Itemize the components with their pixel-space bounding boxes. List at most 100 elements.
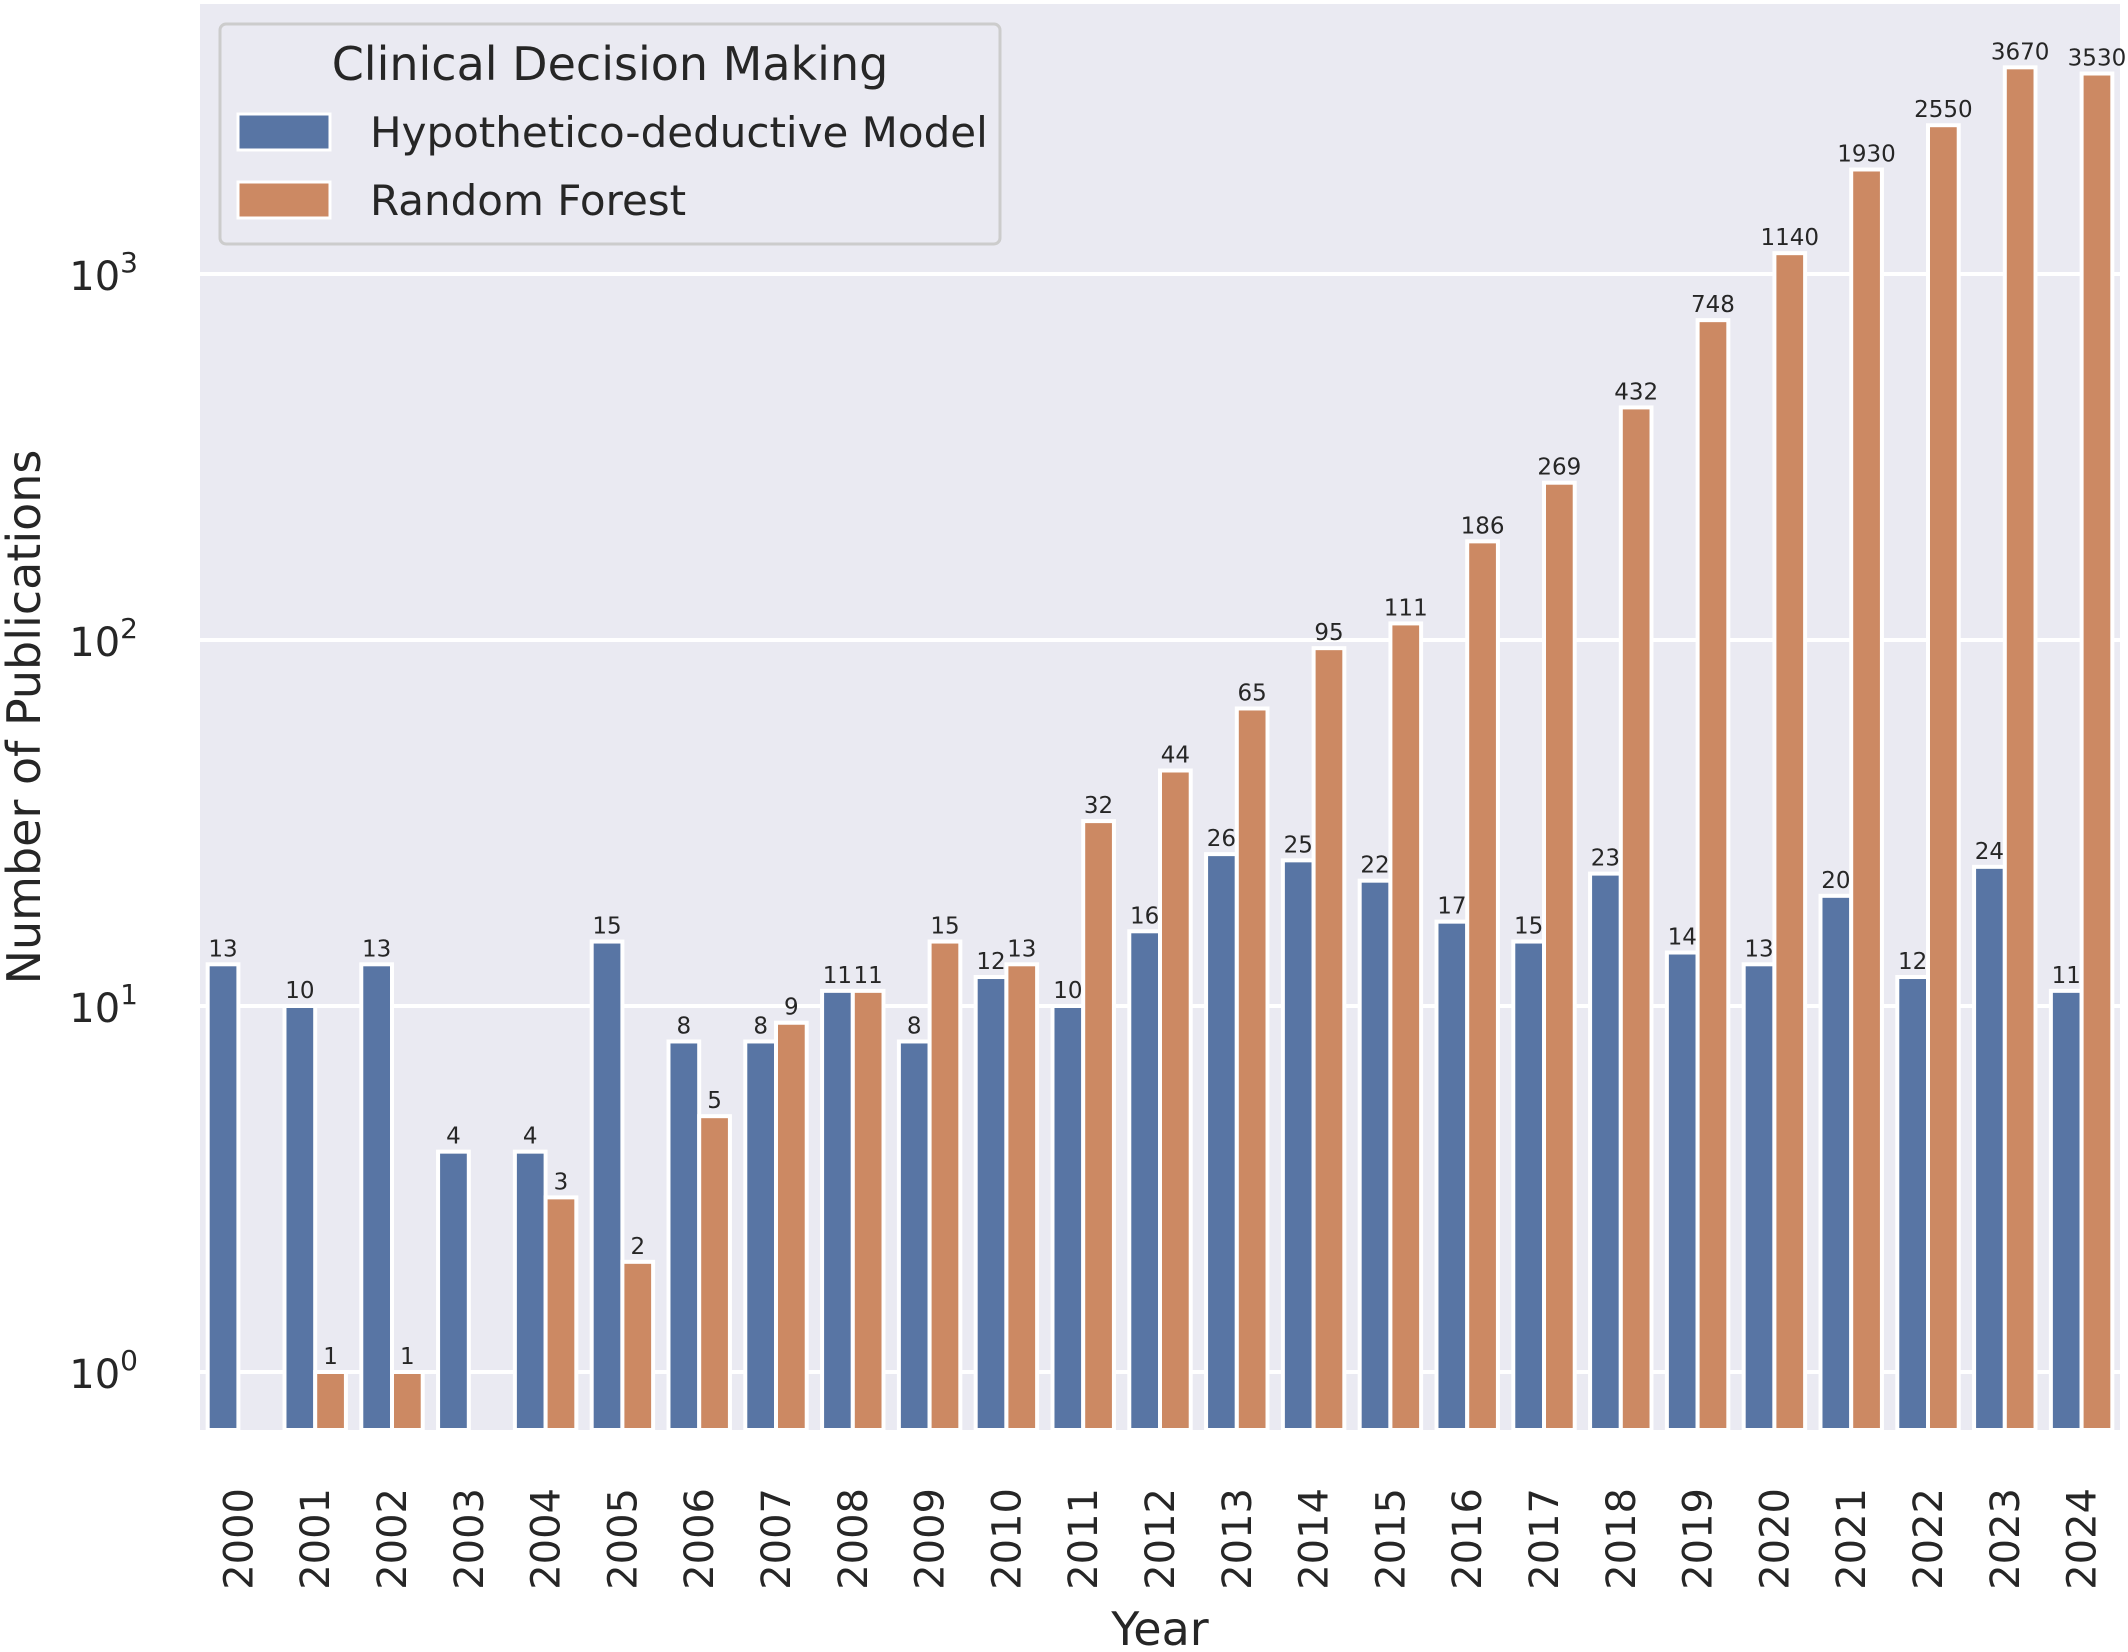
bar-hypothetico-deductive-2004 [512,1149,548,1432]
bar-random-forest-2012 [1158,768,1193,1432]
legend-swatch-random-forest [236,180,332,220]
bar-label-random-forest-2016: 186 [1461,513,1505,539]
bar-random-forest-2007 [774,1020,809,1432]
bar-label-random-forest-2015: 111 [1384,595,1428,621]
x-tick-label-2019: 2019 [1676,1488,1722,1590]
bar-random-forest-2011 [1081,819,1116,1432]
bar-random-forest-2017 [1542,480,1577,1432]
y-tick-label: 103 [69,246,138,300]
bar-label-random-forest-2013: 65 [1238,680,1267,706]
bar-label-hypothetico-deductive-2022: 12 [1898,949,1927,975]
y-tick-label: 101 [69,978,138,1032]
bar-label-random-forest-2020: 1140 [1760,225,1819,251]
legend-box [218,22,1002,246]
bar-label-hypothetico-deductive-2008: 11 [823,963,852,989]
bar-label-hypothetico-deductive-2004: 4 [523,1124,538,1150]
legend-label-random-forest: Random Forest [370,176,686,225]
legend: Clinical Decision Making Hypothetico-ded… [218,22,1002,246]
bar-random-forest-2013 [1234,706,1270,1432]
bar-random-forest-2020 [1772,251,1808,1432]
bar-hypothetico-deductive-2015 [1357,878,1393,1432]
bar-hypothetico-deductive-2003 [436,1149,471,1432]
x-tick-label-2009: 2009 [908,1488,954,1590]
legend-swatch-hypothetico-deductive [236,112,332,152]
bar-label-hypothetico-deductive-2006: 8 [677,1013,692,1039]
bar-label-hypothetico-deductive-2007: 8 [753,1013,768,1039]
bar-label-random-forest-2018: 432 [1614,379,1658,405]
x-tick-label-2005: 2005 [600,1488,646,1590]
x-tick-label-2000: 2000 [216,1488,262,1590]
bar-random-forest-2008 [850,988,886,1432]
bar-hypothetico-deductive-2008 [820,988,855,1432]
bar-label-random-forest-2010: 13 [1007,936,1036,962]
bar-label-random-forest-2014: 95 [1314,620,1343,646]
x-tick-label-2008: 2008 [831,1488,877,1590]
bar-hypothetico-deductive-2009 [896,1039,932,1433]
bar-hypothetico-deductive-2017 [1511,939,1547,1432]
x-tick-label-2010: 2010 [984,1488,1030,1590]
bar-hypothetico-deductive-2000 [205,962,241,1433]
bar-hypothetico-deductive-2007 [743,1039,779,1433]
bar-random-forest-2005 [620,1259,656,1432]
bar-label-hypothetico-deductive-2015: 22 [1360,853,1389,879]
x-tick-labels: 2000 2001 2002 2003 2004 2005 2006 2007 2008 2009… [216,1488,2105,1590]
bar-label-random-forest-2002: 1 [400,1344,415,1370]
bar-label-random-forest-2004: 3 [554,1169,569,1195]
legend-label-hypothetico-deductive: Hypothetico-deductive Model [370,108,988,157]
bar-hypothetico-deductive-2012 [1127,929,1163,1433]
bar-hypothetico-deductive-2024 [2048,988,2084,1432]
bar-label-random-forest-2023: 3670 [1991,39,2050,65]
x-tick-label-2002: 2002 [370,1488,416,1590]
x-tick-label-2006: 2006 [677,1488,723,1590]
bar-label-hypothetico-deductive-2000: 13 [208,936,237,962]
bar-random-forest-2002 [390,1370,425,1432]
bars [205,65,2115,1433]
x-axis-title: Year [1110,1602,1208,1652]
bar-hypothetico-deductive-2018 [1588,871,1623,1432]
x-tick-label-2013: 2013 [1215,1488,1261,1590]
bar-label-hypothetico-deductive-2023: 24 [1975,839,2004,865]
bar-label-hypothetico-deductive-2016: 17 [1437,894,1466,920]
x-tick-label-2004: 2004 [524,1488,570,1590]
bar-hypothetico-deductive-2011 [1050,1004,1086,1432]
bar-hypothetico-deductive-2019 [1664,950,1700,1432]
bar-label-hypothetico-deductive-2005: 15 [592,914,621,940]
bar-random-forest-2021 [1849,167,1884,1432]
legend-title: Clinical Decision Making [332,37,889,91]
bar-hypothetico-deductive-2013 [1204,852,1239,1432]
bar-label-random-forest-2008: 11 [854,963,883,989]
y-tick-labels: 100 101 102 103 [69,246,138,1398]
x-tick-label-2016: 2016 [1445,1488,1491,1590]
bar-label-hypothetico-deductive-2011: 10 [1053,978,1082,1004]
x-tick-label-2007: 2007 [754,1488,800,1590]
bar-random-forest-2015 [1388,621,1424,1432]
bar-label-hypothetico-deductive-2018: 23 [1591,846,1620,872]
bar-label-random-forest-2009: 15 [930,914,959,940]
bar-label-hypothetico-deductive-2002: 13 [362,936,391,962]
bar-label-hypothetico-deductive-2017: 15 [1514,914,1543,940]
bar-label-hypothetico-deductive-2019: 14 [1668,925,1697,951]
bar-hypothetico-deductive-2023 [1972,864,2007,1432]
bar-label-hypothetico-deductive-2021: 20 [1821,868,1850,894]
bar-label-random-forest-2012: 44 [1161,742,1190,768]
x-tick-label-2012: 2012 [1138,1488,1184,1590]
bar-label-hypothetico-deductive-2014: 25 [1284,832,1313,858]
bar-label-random-forest-2007: 9 [784,995,799,1021]
bar-random-forest-2004 [543,1195,579,1433]
bar-random-forest-2014 [1311,646,1347,1432]
x-tick-label-2017: 2017 [1522,1488,1568,1590]
bar-label-random-forest-2024: 3530 [2068,46,2127,72]
bar-label-hypothetico-deductive-2020: 13 [1744,936,1773,962]
bar-random-forest-2016 [1465,539,1500,1432]
bar-random-forest-2022 [1926,123,1961,1432]
bar-label-random-forest-2006: 5 [707,1088,722,1114]
bar-random-forest-2024 [2079,71,2115,1433]
bar-hypothetico-deductive-2001 [282,1004,318,1432]
y-tick-label: 102 [69,612,138,666]
x-tick-label-2001: 2001 [293,1488,339,1590]
bar-label-hypothetico-deductive-2013: 26 [1207,826,1236,852]
bar-label-random-forest-2022: 2550 [1914,97,1973,123]
bar-random-forest-2010 [1004,962,1040,1433]
